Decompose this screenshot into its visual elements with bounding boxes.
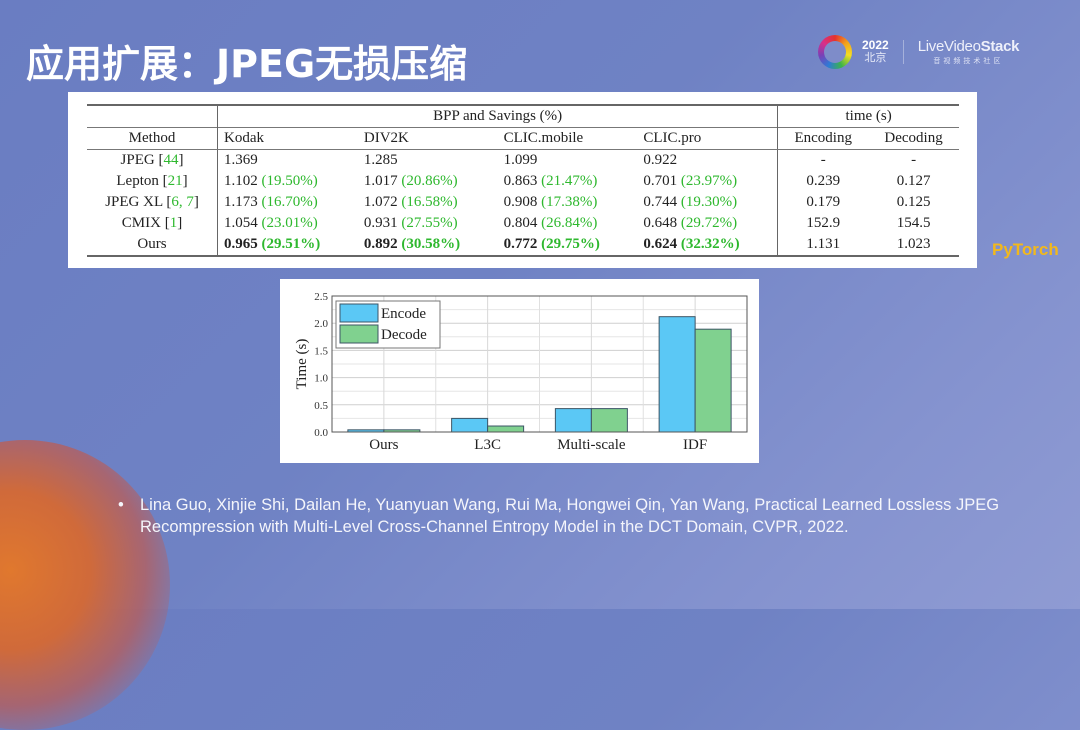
bar-decode bbox=[694, 328, 732, 433]
y-tick-label: 0.5 bbox=[314, 400, 328, 412]
div2k-cell: 0.892 (30.58%) bbox=[357, 234, 498, 257]
decoding-cell: 0.125 bbox=[896, 194, 931, 210]
y-tick-label: 1.0 bbox=[314, 373, 328, 385]
results-table-card: BPP and Savings (%) time (s) Method Koda… bbox=[68, 92, 977, 268]
col-header-kodak: Kodak bbox=[217, 127, 358, 150]
col-header-clic-pro: CLIC.pro bbox=[637, 127, 778, 150]
col-header-encoding: Encoding bbox=[777, 127, 869, 150]
encoding-cell: 0.239 bbox=[777, 171, 869, 192]
brand-suffix: Stack bbox=[980, 38, 1020, 55]
bar-encode bbox=[451, 417, 489, 433]
bar-decode bbox=[590, 408, 628, 433]
y-tick-label: 2.0 bbox=[314, 318, 328, 330]
bar-encode bbox=[554, 408, 592, 433]
y-axis-label: Time (s) bbox=[294, 339, 310, 390]
encoding-cell: 0.179 bbox=[777, 192, 869, 213]
encoding-cell: 152.9 bbox=[777, 213, 869, 234]
bar-chart-svg: Ours L3C Multi-scale IDF 0.0 0.5 1.0 1.5 2.0 2.5 T… bbox=[294, 291, 748, 453]
conference-ring-logo-icon bbox=[818, 35, 852, 69]
kodak-cell: 0.965 (29.51%) bbox=[217, 234, 358, 257]
kodak-cell: 1.369 bbox=[224, 152, 258, 168]
y-tick-label: 1.5 bbox=[314, 345, 328, 357]
decorative-orange-gradient bbox=[0, 440, 170, 730]
brand-subtitle: 音视频技术社区 bbox=[933, 58, 1004, 65]
table-row: JPEG XL [6, 7] 1.173 (16.70%) 1.072 (16.… bbox=[87, 192, 959, 213]
method-cell: Lepton [21] bbox=[87, 171, 218, 192]
decoding-cell: 0.127 bbox=[896, 173, 931, 189]
y-tick-label: 0.0 bbox=[314, 427, 328, 439]
method-cell: Ours bbox=[87, 234, 218, 257]
table-row: Ours 0.965 (29.51%) 0.892 (30.58%) 0.772… bbox=[87, 234, 959, 257]
div2k-cell: 0.931 (27.55%) bbox=[363, 215, 458, 231]
decoding-cell: 154.5 bbox=[896, 215, 931, 231]
x-tick-label: Ours bbox=[369, 437, 398, 453]
clic-pro-cell: 0.922 bbox=[643, 152, 678, 168]
encoding-cell: 1.131 bbox=[777, 234, 869, 257]
table-row: Lepton [21] 1.102 (19.50%) 1.017 (20.86%… bbox=[87, 171, 959, 192]
citation-bullet-item: • Lina Guo, Xinjie Shi, Dailan He, Yuany… bbox=[118, 494, 1068, 538]
table-group-header-row: BPP and Savings (%) time (s) bbox=[87, 104, 959, 128]
livevideostack-logo: LiveVideoStack 音视频技术社区 bbox=[917, 38, 1020, 66]
legend-label: Encode bbox=[381, 306, 426, 322]
y-tick-label: 2.5 bbox=[314, 291, 328, 303]
pytorch-label: PyTorch bbox=[992, 240, 1059, 259]
legend-swatch-decode bbox=[339, 324, 379, 344]
clic-pro-cell: 0.744 (19.30%) bbox=[643, 194, 738, 210]
table-column-header-row: Method Kodak DIV2K CLIC.mobile CLIC.pro … bbox=[87, 127, 959, 150]
bar-encode bbox=[658, 316, 696, 433]
clic-pro-cell: 0.624 (32.32%) bbox=[637, 234, 778, 257]
bullet-icon: • bbox=[118, 496, 124, 514]
col-header-method: Method bbox=[87, 127, 218, 150]
col-header-clic-mobile: CLIC.mobile bbox=[497, 127, 638, 150]
clic-mobile-cell: 0.863 (21.47%) bbox=[503, 173, 598, 189]
logo-year: 2022 bbox=[862, 38, 889, 52]
x-tick-label: L3C bbox=[474, 437, 501, 453]
table-row: CMIX [1] 1.054 (23.01%) 0.931 (27.55%) 0… bbox=[87, 213, 959, 234]
decoding-cell: 1.023 bbox=[868, 234, 959, 257]
clic-mobile-cell: 0.772 (29.75%) bbox=[497, 234, 638, 257]
kodak-cell: 1.054 (23.01%) bbox=[224, 215, 318, 231]
x-tick-label: IDF bbox=[683, 437, 707, 453]
event-logo: 2022 北京 LiveVideoStack 音视频技术社区 bbox=[818, 32, 1019, 72]
clic-pro-cell: 0.648 (29.72%) bbox=[643, 215, 738, 231]
clic-mobile-cell: 0.908 (17.38%) bbox=[503, 194, 598, 210]
logo-year-city: 2022 北京 bbox=[862, 39, 889, 65]
method-cell: CMIX [1] bbox=[87, 213, 218, 234]
encoding-cell: - bbox=[777, 149, 869, 171]
col-header-decoding: Decoding bbox=[868, 127, 959, 150]
div2k-cell: 1.072 (16.58%) bbox=[363, 194, 458, 210]
table-row: JPEG [44] 1.369 1.285 1.099 0.922 - - bbox=[87, 149, 959, 171]
clic-mobile-cell: 1.099 bbox=[503, 152, 538, 168]
kodak-cell: 1.102 (19.50%) bbox=[224, 173, 318, 189]
citation-text: Lina Guo, Xinjie Shi, Dailan He, Yuanyua… bbox=[140, 496, 1000, 536]
x-tick-label: Multi-scale bbox=[557, 437, 626, 453]
logo-city: 北京 bbox=[864, 52, 887, 64]
col-header-div2k: DIV2K bbox=[357, 127, 498, 150]
brand-prefix: LiveVideo bbox=[917, 38, 981, 55]
legend-swatch-encode bbox=[339, 303, 379, 323]
decoding-cell: - bbox=[911, 152, 917, 168]
logo-divider bbox=[902, 40, 904, 64]
time-group-header: time (s) bbox=[777, 104, 959, 128]
div2k-cell: 1.017 (20.86%) bbox=[363, 173, 458, 189]
slide-title: 应用扩展：JPEG无损压缩 bbox=[26, 42, 468, 86]
div2k-cell: 1.285 bbox=[363, 152, 398, 168]
clic-pro-cell: 0.701 (23.97%) bbox=[643, 173, 738, 189]
kodak-cell: 1.173 (16.70%) bbox=[224, 194, 318, 210]
method-cell: JPEG [44] bbox=[87, 149, 218, 171]
bpp-group-header: BPP and Savings (%) bbox=[217, 104, 778, 128]
timing-bar-chart: Ours L3C Multi-scale IDF 0.0 0.5 1.0 1.5 2.0 2.5 T… bbox=[280, 279, 759, 463]
clic-mobile-cell: 0.804 (26.84%) bbox=[503, 215, 598, 231]
bar-decode bbox=[487, 425, 525, 433]
method-cell: JPEG XL [6, 7] bbox=[87, 192, 218, 213]
results-table: BPP and Savings (%) time (s) Method Koda… bbox=[87, 104, 959, 257]
legend-label: Decode bbox=[381, 327, 427, 343]
